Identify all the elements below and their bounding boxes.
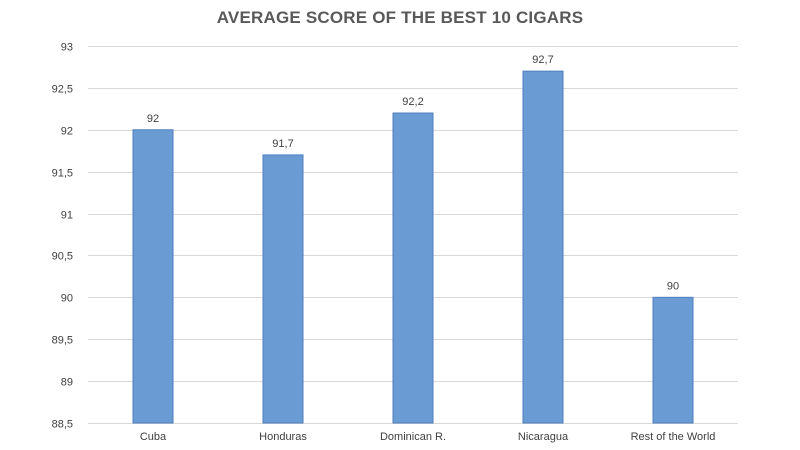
x-tick-label: Nicaragua (518, 431, 569, 443)
x-tick-label: Rest of the World (631, 431, 716, 443)
y-tick-label: 90,5 (52, 251, 73, 263)
y-axis-ticks: 88,5 89 89,5 90 90,5 91 91,5 92 92,5 93 (52, 42, 73, 431)
bar-value-label: 92 (147, 113, 159, 125)
bar (132, 129, 174, 424)
x-axis-ticks: Cuba Honduras Dominican R. Nicaragua Rest of… (140, 431, 716, 443)
bar (262, 154, 304, 424)
bar-value-label: 91,7 (272, 138, 293, 150)
y-tick-label: 93 (61, 42, 73, 54)
y-tick-label: 89 (61, 377, 73, 389)
x-tick-label: Dominican R. (380, 431, 446, 443)
y-tick-label: 92 (61, 126, 73, 138)
bar-value-label: 92,7 (532, 54, 553, 66)
y-tick-label: 90 (61, 293, 73, 305)
y-tick-label: 92,5 (52, 84, 73, 96)
bar-value-label: 92,2 (402, 96, 423, 108)
x-tick-label: Honduras (259, 431, 307, 443)
y-tick-label: 91,5 (52, 168, 73, 180)
x-tick-label: Cuba (140, 431, 167, 443)
bar (522, 70, 564, 424)
bars (132, 70, 694, 424)
data-labels: 92 91,7 92,2 92,7 90 (147, 54, 679, 292)
y-tick-label: 89,5 (52, 335, 73, 347)
y-tick-label: 91 (61, 210, 73, 222)
y-tick-label: 88,5 (52, 419, 73, 431)
bar (652, 296, 694, 424)
bar (392, 112, 434, 424)
bar-value-label: 90 (667, 280, 679, 292)
chart-title: AVERAGE SCORE OF THE BEST 10 CIGARS (216, 8, 584, 27)
